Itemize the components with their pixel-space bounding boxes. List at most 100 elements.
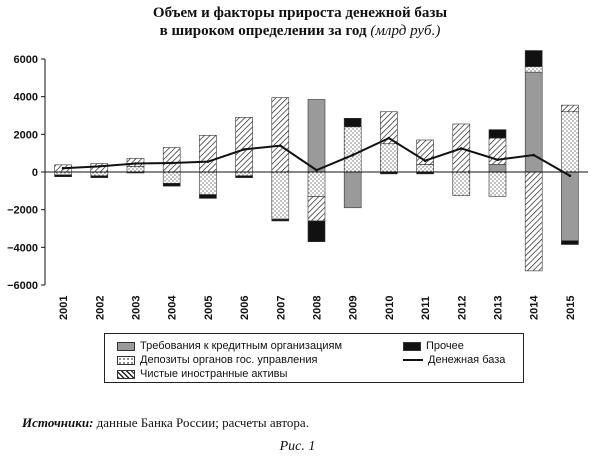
bar-hatch-2008 [307, 196, 326, 222]
source-note: Источники: данные Банка России; расчеты … [22, 415, 309, 431]
line-point-2003 [134, 162, 137, 165]
chart-plot: −6000 −4000 −2000 0 2000 4000 6000 2001 2002 2003… [7, 50, 588, 320]
y-tick-label: 2000 [14, 129, 38, 141]
line-point-2013 [496, 158, 499, 162]
x-tick-label: 2002 [94, 296, 106, 320]
bar-dots-2007 [271, 171, 290, 220]
bar-dots-2006 [235, 171, 253, 177]
x-tick-label: 2011 [420, 296, 432, 320]
line-point-2009 [351, 153, 355, 157]
bar-solid-gray-2015 [561, 171, 579, 242]
x-tick-label: 2008 [312, 296, 324, 320]
bar-dots-2008 [307, 171, 326, 197]
y-tick-label: −6000 [7, 280, 38, 292]
x-tick-label: 2004 [167, 295, 179, 320]
x-tick-label: 2007 [275, 296, 287, 320]
chart-title: Объем и факторы прироста денежной базы в… [60, 4, 540, 40]
bar-solid-gray-2008 [307, 99, 326, 173]
bar-solid-black-2013 [488, 129, 507, 139]
chart-title-unit: (млрд руб.) [370, 23, 441, 39]
legend-item: Требования к кредитным организациям [117, 340, 342, 352]
x-tick-label: 2013 [493, 296, 505, 320]
x-tick-label: 2014 [529, 295, 541, 320]
x-tick-label: 2010 [384, 296, 396, 320]
bar-dots-2009 [343, 126, 362, 173]
line-point-2001 [61, 166, 65, 170]
gray-swatch-icon [117, 341, 135, 351]
legend-label: Денежная база [428, 354, 506, 366]
bar-dots-2004 [162, 171, 181, 184]
legend-label: Требования к кредитным организациям [140, 340, 343, 352]
y-tick-label: 4000 [14, 92, 38, 104]
x-tick-label: 2001 [58, 296, 70, 320]
line-point-2014 [532, 153, 535, 157]
bar-hatch-2007 [271, 97, 290, 173]
bar-dots-2011 [416, 164, 434, 173]
bar-dots-2005 [199, 171, 217, 195]
chart-title-line2: в широком определении за год (млрд руб.) [60, 22, 540, 40]
line-point-2005 [206, 160, 210, 163]
bar-dots-2010 [380, 143, 398, 173]
y-tick-label: −2000 [7, 205, 38, 217]
legend-label: Чистые иностранные активы [140, 368, 288, 380]
bar-hatch-2004 [162, 147, 181, 173]
line-point-2006 [242, 148, 246, 151]
legend-item: Денежная база [403, 354, 505, 366]
bar-solid-gray-2013 [488, 164, 507, 173]
bar-dots-2014 [524, 66, 543, 73]
bar-dots-2003 [126, 166, 145, 173]
bar-hatch-2002 [90, 163, 109, 173]
x-tick-label: 2006 [239, 296, 251, 320]
legend-item: Чистые иностранные активы [117, 368, 287, 380]
bar-solid-black-2006 [235, 175, 253, 178]
legend-item: Депозиты органов гос. управления [117, 354, 317, 366]
hatched-swatch-icon [117, 369, 135, 379]
x-tick-label: 2003 [131, 296, 143, 320]
bar-solid-black-2002 [90, 175, 109, 178]
black-swatch-icon [403, 341, 421, 351]
line-point-2015 [568, 174, 572, 178]
bar-solid-black-2015 [561, 240, 579, 245]
figure-caption: Рис. 1 [279, 439, 316, 454]
bar-solid-gray-2009 [343, 171, 362, 209]
line-point-2012 [460, 147, 463, 150]
chart-title-line2-text: в широком определении за год [159, 23, 367, 39]
line-point-2011 [423, 159, 427, 162]
bar-solid-black-2007 [271, 218, 290, 222]
bar-dots-2012 [452, 171, 471, 196]
line-point-2007 [279, 144, 282, 147]
legend-item: Прочее [403, 340, 464, 352]
x-tick-label: 2009 [348, 296, 360, 320]
legend-label: Прочее [426, 340, 464, 352]
bar-dots-2002 [90, 171, 109, 177]
line-point-2004 [170, 161, 173, 165]
x-tick-label: 2012 [456, 296, 468, 320]
chart-title-line1: Объем и факторы прироста денежной базы [152, 5, 448, 21]
dotted-swatch-icon [117, 355, 135, 365]
bar-dots-2015 [561, 111, 579, 173]
y-tick-label: 0 [32, 167, 38, 179]
source-label: Источники: [22, 415, 94, 430]
line-point-2008 [315, 168, 318, 172]
bar-solid-black-2005 [199, 194, 217, 199]
bar-solid-black-2009 [343, 118, 362, 128]
bar-hatch-2006 [235, 117, 253, 173]
bar-hatch-2010 [380, 111, 398, 145]
source-text: данные Банка России; расчеты автора. [93, 415, 309, 430]
legend-label: Депозиты органов гос. управления [140, 354, 318, 366]
line-icon [403, 359, 423, 361]
bar-solid-black-2004 [162, 183, 181, 187]
bar-hatch-2015 [561, 104, 579, 113]
bar-hatch-2005 [199, 134, 217, 173]
y-tick-label: −4000 [7, 242, 38, 254]
bar-solid-black-2001 [54, 174, 72, 178]
bar-hatch-2014 [524, 171, 543, 272]
bar-solid-black-2008 [307, 220, 326, 242]
line-point-2010 [387, 136, 391, 140]
bar-solid-gray-2014 [524, 71, 543, 173]
y-tick-label: 6000 [14, 54, 38, 66]
bar-solid-black-2014 [524, 50, 543, 67]
x-tick-label: 2015 [565, 296, 577, 320]
bar-dots-2013 [488, 171, 507, 197]
x-tick-label: 2005 [203, 296, 215, 320]
